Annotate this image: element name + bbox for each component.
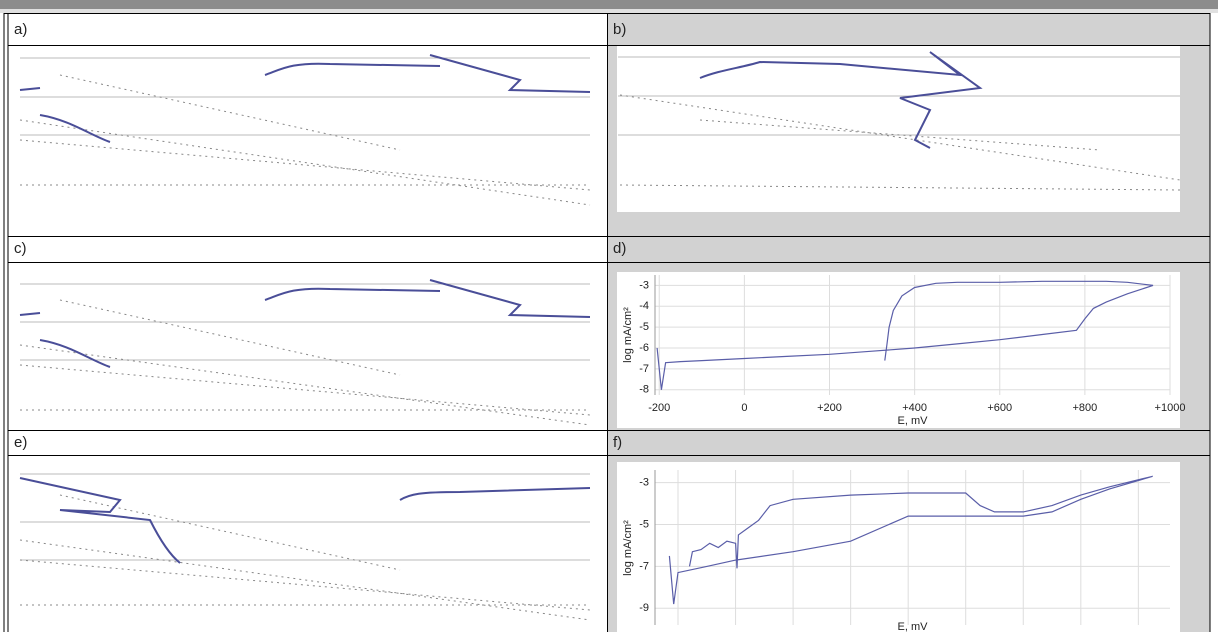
y-tick-label: -7 [639,363,649,375]
x-axis-label: E, mV [898,621,929,632]
data-line [656,280,1154,390]
y-tick-label: -5 [639,321,649,333]
image-c [19,279,591,426]
image-e [19,473,591,621]
x-tick-label: -200 [648,402,670,414]
panel-label: c) [14,240,27,257]
x-axis-label: E, mV [898,415,929,427]
chart-f-box [617,462,1180,632]
y-tick-label: -6 [639,342,649,354]
x-tick-label: +800 [1072,402,1097,414]
image-b [617,46,1180,212]
y-tick-label: -9 [639,602,649,614]
x-tick-label: 0 [741,402,747,414]
table-grid [3,13,1211,632]
x-tick-label: +400 [902,402,927,414]
image-a [19,54,591,206]
panel-label: f) [613,434,622,451]
panel-label: a) [14,21,27,38]
y-tick-label: -4 [639,300,649,312]
y-tick-label: -5 [639,518,649,530]
y-tick-label: -7 [639,560,649,572]
y-tick-label: -3 [639,476,649,488]
panel-label: b) [613,21,626,38]
chart-d-box [617,272,1180,428]
panel-label: e) [14,434,27,451]
data-line [668,475,1153,605]
y-tick-label: -8 [639,384,649,396]
top-strip [0,9,1218,13]
x-tick-label: +1000 [1155,402,1186,414]
y-axis-label: log mA/cm² [622,520,634,576]
x-tick-label: +600 [987,402,1012,414]
image-b [618,51,1181,191]
panel-label: d) [613,240,626,257]
y-axis-label: log mA/cm² [622,307,634,363]
top-bar [0,0,1218,9]
y-tick-label: -3 [639,279,649,291]
x-tick-label: +200 [817,402,842,414]
